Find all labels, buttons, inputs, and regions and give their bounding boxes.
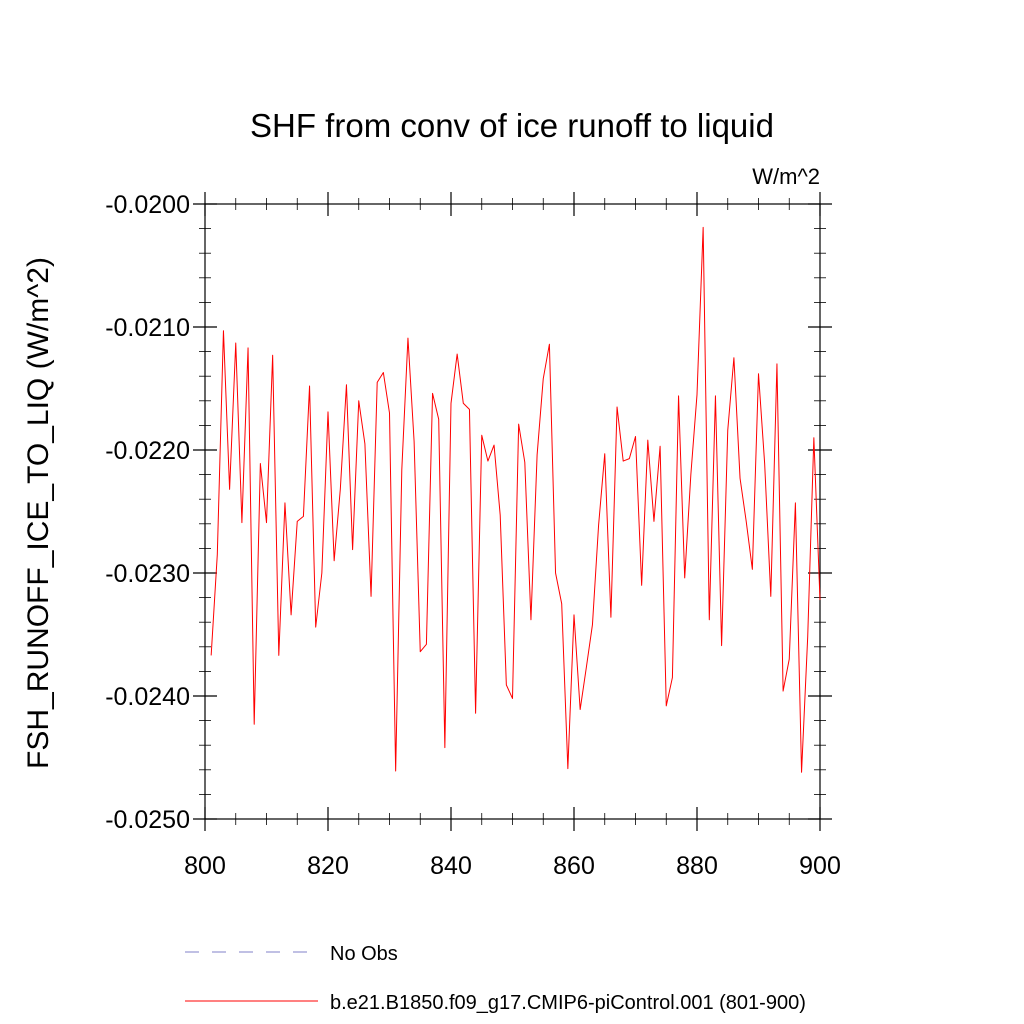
units-label: W/m^2 — [752, 164, 820, 189]
x-tick-label: 800 — [184, 852, 226, 880]
x-tick-labels: 800 820 840 860 880 900 — [184, 852, 841, 880]
y-tick-label: -0.0200 — [105, 191, 190, 219]
x-tick-label: 840 — [430, 852, 472, 880]
legend-label-series: b.e21.B1850.f09_g17.CMIP6-piControl.001 … — [330, 992, 806, 1014]
y-tick-label: -0.0240 — [105, 683, 190, 711]
chart-title: SHF from conv of ice runoff to liquid — [250, 107, 774, 144]
series-line — [210, 226, 821, 773]
y-tick-label: -0.0210 — [105, 314, 190, 342]
legend: No Obs b.e21.B1850.f09_g17.CMIP6-piContr… — [185, 943, 806, 1014]
y-tick-label: -0.0250 — [105, 806, 190, 834]
x-tick-label: 820 — [307, 852, 349, 880]
plot-frame — [204, 203, 821, 820]
legend-label-no-obs: No Obs — [330, 943, 398, 965]
x-tick-label: 860 — [553, 852, 595, 880]
y-tick-label: -0.0220 — [105, 437, 190, 465]
y-axis-label: FSH_RUNOFF_ICE_TO_LIQ (W/m^2) — [22, 257, 55, 769]
y-tick-label: -0.0230 — [105, 560, 190, 588]
y-tick-labels: -0.0250 -0.0240 -0.0230 -0.0220 -0.0210 -0.02… — [105, 191, 190, 834]
x-tick-label: 880 — [676, 852, 718, 880]
x-tick-label: 900 — [799, 852, 841, 880]
series-layer — [210, 226, 821, 773]
